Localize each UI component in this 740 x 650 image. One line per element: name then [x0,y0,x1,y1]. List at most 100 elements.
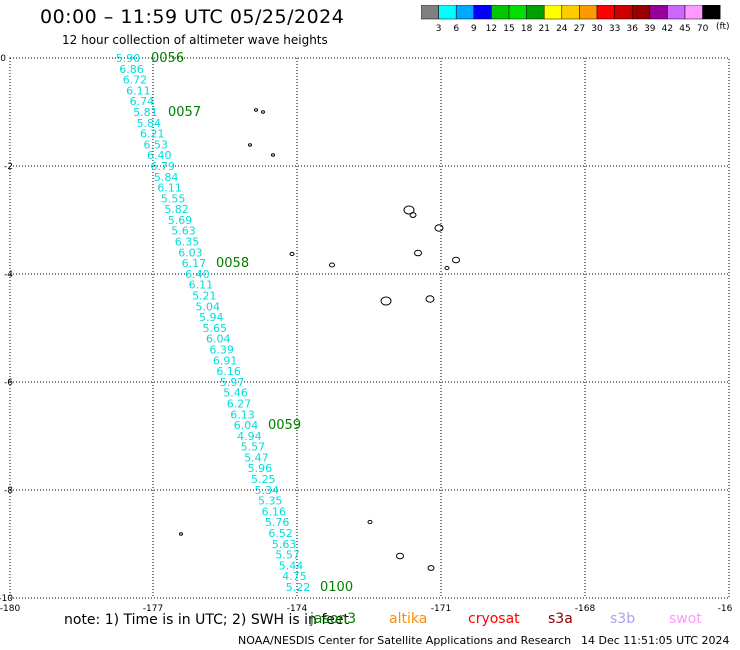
swh-value: 5.84 [137,117,162,130]
swh-value: 6.74 [130,95,155,108]
swh-value: 5.84 [154,171,179,184]
island-outline [414,249,422,257]
swh-value: 6.16 [216,365,241,378]
island-outline [271,153,275,157]
track-time-label: 0100 [320,580,353,595]
satellite-label-s3a: s3a [548,611,573,627]
y-tick-label: -10 [0,594,13,604]
island-outlines [179,108,460,571]
colorbar-tick-label: 24 [556,24,568,34]
swh-value: 5.57 [275,549,300,562]
island-outline [434,224,444,232]
colorbar-tick-label: 45 [679,24,690,34]
island-outline [248,143,252,147]
generated-timestamp: 14 Dec 11:51:05 UTC 2024 [581,634,730,647]
swh-value: 5.46 [223,387,248,400]
colorbar-tick-label: 42 [662,24,673,34]
swh-value: 5.21 [192,290,217,303]
swh-value: 5.90 [116,52,141,65]
map-subtitle: 12 hour collection of altimeter wave hei… [62,33,328,47]
colorbar-tick-label: 27 [574,24,585,34]
colorbar-tick-label: 36 [626,24,638,34]
swh-value: 5.44 [279,559,304,572]
colorbar-tick-label: 30 [591,24,603,34]
y-tick-label: 0 [0,54,6,64]
swh-value: 5.57 [241,441,266,454]
track-time-label: 0056 [151,51,184,66]
island-outline [444,265,450,271]
track-time-labels: 0056 0057 0058 0059 0100 [151,51,353,595]
island-outline [452,256,460,264]
swh-value: 6.39 [209,343,234,356]
swh-value: 6.79 [150,160,175,173]
swh-value: 5.82 [164,203,189,216]
swh-value: 4.94 [237,430,262,443]
swh-value: 5.97 [220,376,245,389]
colorbar-tick-label: 21 [538,24,549,34]
swh-value: 6.13 [230,408,255,421]
swh-value: 6.35 [175,236,200,249]
track-time-label: 0058 [216,256,249,271]
island-outline [403,205,415,215]
swh-value: 6.72 [123,74,148,87]
x-tick-label: -168 [575,604,596,614]
x-tick-label: -180 [0,604,20,614]
y-tick-label: -6 [4,378,13,388]
colorbar-tick-label: 3 [436,24,442,34]
swh-value: 5.94 [199,311,224,324]
swh-value: 6.11 [157,182,182,195]
credit-line: NOAA/NESDIS Center for Satellite Applica… [238,634,572,647]
swh-value: 6.17 [182,257,207,270]
colorbar-tick-label: 9 [471,24,477,34]
colorbar-tick-label: 6 [453,24,459,34]
swh-value: 5.81 [133,106,158,119]
island-outline [261,110,265,114]
swh-value: 5.55 [161,192,186,205]
swh-value: 6.27 [227,397,252,410]
lat-lon-grid [9,57,730,599]
swh-value: 5.25 [251,473,276,486]
axis-tick-labels: -180 -177 -174 -171 -168 -16 0 -2 -4 -6 -8 -10 [0,54,733,614]
swh-value: 6.11 [126,84,151,97]
colorbar-tick-label: 33 [609,24,620,34]
satellite-label-jason3: jason3 [310,611,357,627]
swh-value: 5.22 [286,581,311,594]
swh-value: 5.76 [265,516,290,529]
colorbar-tick-label: 39 [644,24,656,34]
swh-value: 6.40 [147,149,172,162]
swh-value: 6.40 [185,268,210,281]
swh-value: 6.11 [189,279,214,292]
swh-value: 6.04 [234,419,259,432]
island-outline [289,251,295,257]
swh-value: 5.65 [202,322,227,335]
swh-value: 6.86 [119,63,144,76]
swh-value: 6.03 [178,246,203,259]
y-tick-label: -8 [4,486,13,496]
island-outline [179,532,183,536]
colorbar-tick-label: 18 [521,24,533,34]
swh-value: 6.53 [144,138,169,151]
swh-value: 5.35 [258,495,283,508]
track-time-label: 0059 [268,418,301,433]
x-tick-label: -177 [143,604,163,614]
satellite-label-swot: swot [669,611,702,627]
island-outline [329,262,335,268]
swh-value: 6.21 [140,128,165,141]
colorbar-swatch [702,5,721,20]
x-tick-label: -171 [431,604,451,614]
track-time-label: 0057 [168,105,201,120]
swh-value: 5.04 [196,300,221,313]
swh-value: 5.47 [244,451,269,464]
x-tick-label: -174 [287,604,308,614]
swh-value: 5.96 [248,462,273,475]
swh-value: 6.91 [213,354,238,367]
satellite-label-s3b: s3b [610,611,636,627]
colorbar-tick-label: 12 [486,24,497,34]
map-title: 00:00 – 11:59 UTC 05/25/2024 [40,6,345,28]
swh-value: 5.34 [255,484,280,497]
footer-note: note: 1) Time is in UTC; 2) SWH is in fe… [64,612,350,628]
altimeter-track: 5.906.866.726.116.745.815.846.216.536.40… [116,52,311,594]
swh-value: 6.04 [206,333,231,346]
swh-value: 5.69 [168,214,193,227]
